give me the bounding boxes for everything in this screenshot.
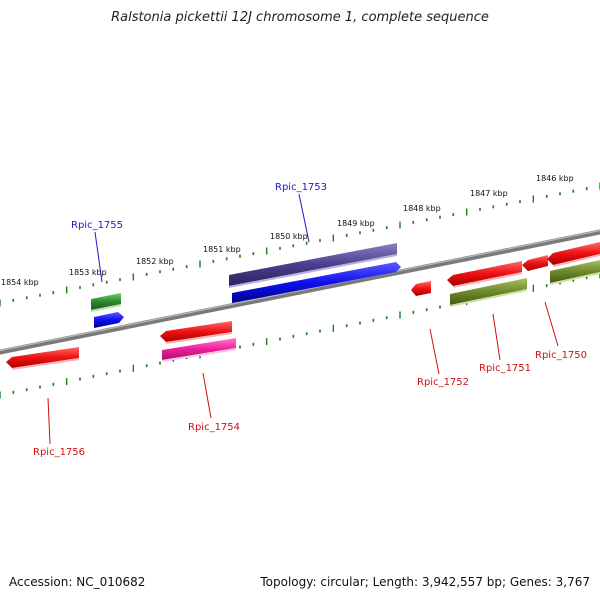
gene-label-rpic-1754[interactable]: Rpic_1754	[188, 422, 240, 433]
gene-label-rpic-1750[interactable]: Rpic_1750	[535, 350, 587, 361]
gene-rpic-1756[interactable]	[6, 347, 79, 370]
gene-rpic-1753-blue[interactable]	[232, 262, 401, 303]
gene-rpic-1755-green[interactable]	[91, 293, 121, 312]
kbp-label: 1848 kbp	[403, 204, 441, 213]
kbp-label: 1849 kbp	[337, 219, 375, 228]
gene-rpic-1750-small-red[interactable]	[522, 255, 548, 271]
gene-label-rpic-1752[interactable]: Rpic_1752	[417, 377, 469, 388]
kbp-label: 1854 kbp	[1, 278, 39, 287]
accession-text: Accession: NC_010682	[9, 575, 146, 589]
gene-label-rpic-1751[interactable]: Rpic_1751	[479, 363, 531, 374]
gene-rpic-1751-red[interactable]	[447, 261, 522, 288]
gene-rpic-1754-red[interactable]	[160, 321, 232, 344]
kbp-labels: 1854 kbp 1853 kbp 1852 kbp 1851 kbp 1850…	[1, 174, 574, 287]
kbp-label: 1852 kbp	[136, 257, 174, 266]
kbp-label: 1847 kbp	[470, 189, 508, 198]
kbp-label: 1853 kbp	[69, 268, 107, 277]
gene-leader-lines	[47, 193, 559, 445]
gene-rpic-1751-olive[interactable]	[450, 278, 527, 307]
gene-label-rpic-1755[interactable]: Rpic_1755	[71, 220, 123, 231]
gene-rpic-1750-olive[interactable]	[550, 260, 600, 285]
kbp-label: 1846 kbp	[536, 174, 574, 183]
gene-rpic-1753-navy[interactable]	[229, 243, 397, 288]
map-title: Ralstonia pickettii 12J chromosome 1, co…	[111, 10, 489, 25]
gene-label-rpic-1753[interactable]: Rpic_1753	[275, 182, 327, 193]
kbp-tick-track-upper	[0, 182, 600, 307]
kbp-label: 1851 kbp	[203, 245, 241, 254]
kbp-label: 1850 kbp	[270, 232, 308, 241]
gene-rpic-1750-red[interactable]	[547, 242, 600, 267]
gene-rpic-1755-blue[interactable]	[94, 312, 124, 328]
chromosome-backbone	[0, 229, 600, 355]
gene-rpic-1752[interactable]	[411, 281, 431, 296]
gene-rpic-1754-magenta[interactable]	[162, 338, 236, 362]
gene-label-rpic-1756[interactable]: Rpic_1756	[33, 447, 85, 458]
genome-summary-text: Topology: circular; Length: 3,942,557 bp…	[260, 575, 590, 589]
